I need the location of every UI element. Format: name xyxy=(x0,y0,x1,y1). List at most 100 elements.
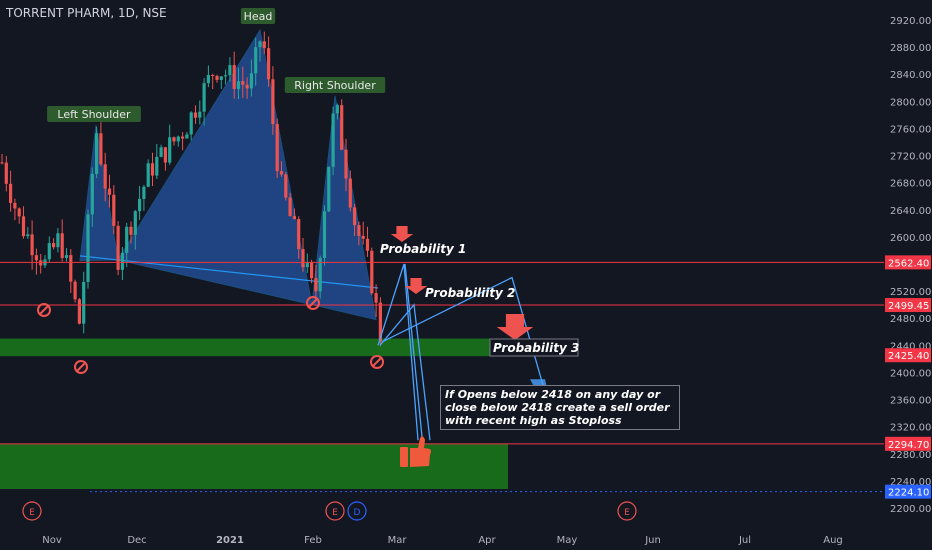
candle-body xyxy=(262,41,266,49)
candle-body xyxy=(245,84,249,89)
candle-body xyxy=(77,299,81,324)
candle-body xyxy=(17,208,21,217)
path-2 xyxy=(379,303,431,441)
candle-body xyxy=(52,243,56,248)
candle-body xyxy=(176,136,180,142)
candle-body xyxy=(275,124,279,172)
y-tick-label: 2680.00 xyxy=(890,179,931,190)
candle-body xyxy=(219,76,223,80)
candle-body xyxy=(193,112,198,118)
candle-body xyxy=(60,233,64,258)
event-marker-icon xyxy=(347,501,367,521)
candle-body xyxy=(353,207,357,226)
price-badge xyxy=(885,255,931,270)
y-tick-label: 2240.00 xyxy=(890,477,931,488)
y-tick-label: 2840.00 xyxy=(890,70,931,81)
chart-title: TORRENT PHARM, 1D, NSE xyxy=(6,6,167,20)
candle-body xyxy=(159,147,163,157)
candle-body xyxy=(340,105,344,150)
probability-3-box xyxy=(489,338,579,357)
candle-body xyxy=(9,183,13,203)
candle-body xyxy=(30,234,34,256)
x-tick-label: Feb xyxy=(304,535,322,546)
support-zone-0 xyxy=(0,338,558,357)
event-marker-icon xyxy=(325,501,345,521)
no-entry-icon xyxy=(76,362,86,372)
candle-body xyxy=(318,258,322,292)
candle-body xyxy=(241,81,245,85)
price-badge-label: 2294.70 xyxy=(888,440,929,451)
candle-body xyxy=(138,198,142,212)
candle-body xyxy=(90,174,94,215)
candle-body xyxy=(47,243,51,260)
x-tick-label: Nov xyxy=(42,535,62,546)
y-tick-label: 2920.00 xyxy=(890,16,931,27)
candle-body xyxy=(34,255,38,261)
head-label: Head xyxy=(244,10,273,23)
candle-body xyxy=(155,156,159,176)
trade-note: If Opens below 2418 on any day or close … xyxy=(440,385,680,430)
x-tick-label: Jun xyxy=(644,535,661,546)
neckline xyxy=(79,255,379,289)
candle-body xyxy=(21,216,26,237)
candle-body xyxy=(305,262,309,268)
x-tick-label: May xyxy=(557,535,578,546)
candle-body xyxy=(249,73,253,89)
y-tick-label: 2200.00 xyxy=(890,504,931,515)
candle-body xyxy=(374,293,378,303)
probability-2-label: Probabiliity 2 xyxy=(425,286,515,300)
candle-body xyxy=(185,134,189,139)
candle-body xyxy=(322,211,327,259)
candle-body xyxy=(279,171,284,175)
candle-body xyxy=(228,65,232,76)
no-entry-icon xyxy=(37,303,51,317)
y-tick-label: 2640.00 xyxy=(890,206,931,217)
candle-body xyxy=(172,137,176,142)
candle-body xyxy=(271,79,275,125)
left-shoulder-label: Left Shoulder xyxy=(57,108,131,121)
price-badge-label: 2425.40 xyxy=(888,351,929,362)
candle-body xyxy=(211,74,215,76)
candle-body xyxy=(224,75,228,77)
thumbs-up-icon xyxy=(410,436,431,467)
price-badge-label: 2224.10 xyxy=(888,488,929,499)
path-1 xyxy=(377,263,419,441)
x-tick-label: 2021 xyxy=(216,535,244,546)
x-tick-label: Apr xyxy=(478,535,496,546)
y-tick-label: 2520.00 xyxy=(890,287,931,298)
price-badge xyxy=(885,298,931,313)
event-marker-label: E xyxy=(29,508,35,518)
candle-body xyxy=(348,178,352,208)
y-tick-label: 2320.00 xyxy=(890,423,931,434)
y-tick-label: 2280.00 xyxy=(890,450,931,461)
candle-body xyxy=(146,163,150,187)
head-label-bg xyxy=(240,8,276,24)
candle-body xyxy=(181,136,185,139)
support-zone-1 xyxy=(0,443,508,490)
candle-body xyxy=(56,233,60,248)
candle-body xyxy=(150,163,155,176)
candle-body xyxy=(232,65,236,89)
y-tick-label: 2440.00 xyxy=(890,341,931,352)
candle-body xyxy=(116,225,120,270)
candle-body xyxy=(99,133,103,165)
event-marker-label: D xyxy=(354,508,361,518)
y-tick-label: 2720.00 xyxy=(890,152,931,163)
candle-body xyxy=(142,186,146,199)
y-tick-label: 2760.00 xyxy=(890,124,931,135)
pattern-triangle-1 xyxy=(117,28,313,306)
candle-body xyxy=(331,113,335,167)
x-tick-label: Aug xyxy=(823,535,843,546)
candle-body xyxy=(288,197,292,217)
candle-body xyxy=(163,147,167,163)
no-entry-icon xyxy=(372,357,382,367)
y-tick-label: 2400.00 xyxy=(890,368,931,379)
candle-body xyxy=(4,162,8,184)
no-entry-icon xyxy=(370,355,384,369)
price-badge-label: 2562.40 xyxy=(888,258,929,269)
candle-body xyxy=(86,214,90,282)
candle-body xyxy=(112,194,116,226)
candle-body xyxy=(129,226,133,235)
candle-body xyxy=(198,111,202,118)
